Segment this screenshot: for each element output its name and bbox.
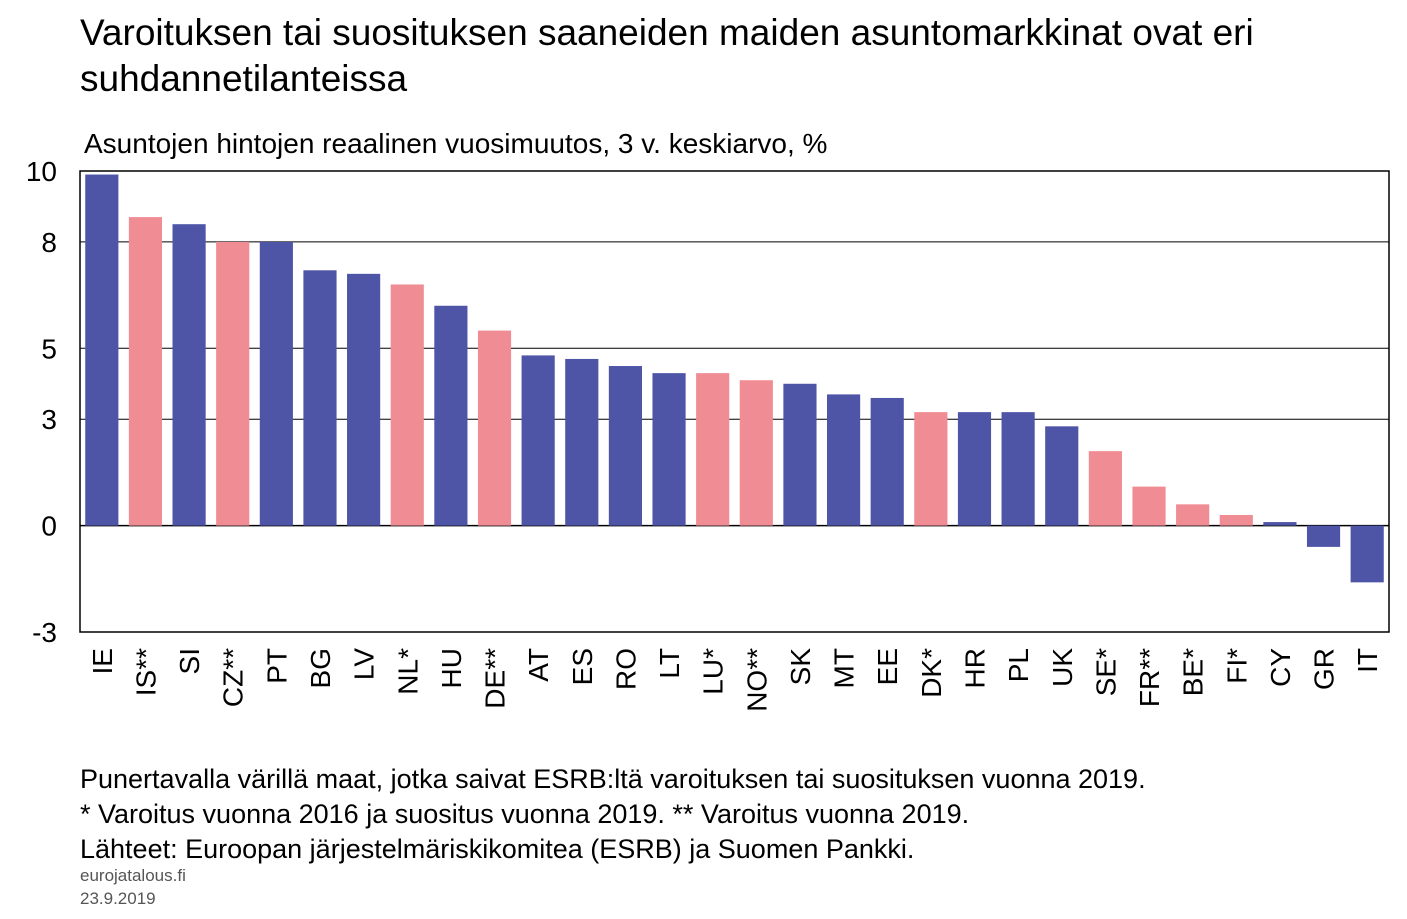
grid-lines xyxy=(80,241,1389,527)
x-tick-label: ES xyxy=(567,648,598,685)
bar-hu xyxy=(434,305,468,526)
bar-is xyxy=(128,217,163,526)
plot-frame xyxy=(79,170,1390,633)
bar-lt xyxy=(652,373,686,526)
x-tick-label: UK xyxy=(1047,648,1078,687)
chart-subtitle: Asuntojen hintojen reaalinen vuosimuutos… xyxy=(84,128,828,159)
bar-es xyxy=(565,358,599,526)
source-site: eurojatalous.fi xyxy=(80,866,186,885)
bar-ro xyxy=(608,366,642,526)
bar-pl xyxy=(1001,412,1035,526)
x-tick-label: MT xyxy=(829,648,860,688)
bar-dk xyxy=(914,412,948,526)
y-tick-label: 3 xyxy=(41,404,57,435)
bar-be xyxy=(1176,504,1210,526)
x-tick-label: DE** xyxy=(480,648,511,709)
x-tick-label: RO xyxy=(610,648,641,690)
x-tick-label: PT xyxy=(261,648,292,684)
x-tick-label: LV xyxy=(349,648,380,680)
bar-uk xyxy=(1045,426,1079,526)
x-tick-label: IT xyxy=(1352,648,1383,673)
bar-bg xyxy=(303,270,337,526)
x-tick-label: AT xyxy=(523,648,554,682)
x-axis-labels: IE IS** SI CZ** PT BG LV NL* HU DE** AT ES RO LT LU* NO… xyxy=(87,648,1383,712)
bar-lv xyxy=(347,273,381,526)
x-tick-label: NO** xyxy=(741,648,772,712)
bar-de xyxy=(477,330,512,526)
x-tick-label: NL* xyxy=(392,648,423,695)
x-tick-label: PL xyxy=(1003,648,1034,682)
bars xyxy=(85,174,1384,583)
bar-ie xyxy=(85,174,119,526)
x-tick-label: DK* xyxy=(916,648,947,698)
bar-pt xyxy=(259,241,293,526)
bar-at xyxy=(521,355,555,526)
footnote-sources: Lähteet: Euroopan järjestelmäriskikomite… xyxy=(80,834,915,864)
footnotes: Punertavalla värillä maat, jotka saivat … xyxy=(80,762,1146,867)
y-axis-ticks: 10 8 5 3 0 -3 xyxy=(26,156,57,648)
x-tick-label: IE xyxy=(87,648,118,674)
bar-cz xyxy=(216,241,250,526)
x-tick-label: SE* xyxy=(1090,648,1121,696)
x-tick-label: SK xyxy=(785,648,816,686)
x-tick-label: HR xyxy=(959,648,990,688)
x-tick-label: LU* xyxy=(698,648,729,695)
x-tick-label: CZ** xyxy=(218,648,249,707)
bar-fi xyxy=(1219,514,1253,526)
footnote-asterisks: * Varoitus vuonna 2016 ja suositus vuonn… xyxy=(80,799,970,829)
bar-ee xyxy=(870,397,904,526)
y-tick-label: 0 xyxy=(41,511,57,542)
x-tick-label: BE* xyxy=(1178,648,1209,696)
x-tick-label: BG xyxy=(305,648,336,688)
bar-gr xyxy=(1306,525,1341,547)
y-tick-label: 5 xyxy=(41,333,57,364)
bar-it xyxy=(1350,525,1384,583)
x-tick-label: SI xyxy=(174,648,205,674)
x-tick-label: FR** xyxy=(1134,648,1165,707)
bar-se xyxy=(1088,451,1122,526)
bar-hr xyxy=(957,412,992,526)
x-tick-label: CY xyxy=(1265,648,1296,687)
bar-si xyxy=(172,224,206,526)
bar-sk xyxy=(783,383,817,526)
bar-mt xyxy=(827,394,861,526)
y-tick-label: 10 xyxy=(26,156,57,187)
bar-cy xyxy=(1263,522,1297,526)
y-tick-label: 8 xyxy=(41,227,57,258)
chart-title: Varoituksen tai suosituksen saaneiden ma… xyxy=(80,12,1254,99)
bar-nl xyxy=(390,284,424,526)
x-tick-label: IS** xyxy=(130,648,161,696)
bar-lu xyxy=(696,373,730,526)
bar-fr xyxy=(1132,486,1166,526)
y-tick-label: -3 xyxy=(32,617,57,648)
bar-no xyxy=(739,380,773,526)
publish-date: 23.9.2019 xyxy=(80,889,156,908)
x-tick-label: LT xyxy=(654,648,685,679)
x-tick-label: HU xyxy=(436,648,467,688)
x-tick-label: FI* xyxy=(1221,648,1252,684)
footnote-colour-legend: Punertavalla värillä maat, jotka saivat … xyxy=(80,764,1146,794)
x-tick-label: GR xyxy=(1309,648,1340,690)
x-tick-label: EE xyxy=(872,648,903,685)
